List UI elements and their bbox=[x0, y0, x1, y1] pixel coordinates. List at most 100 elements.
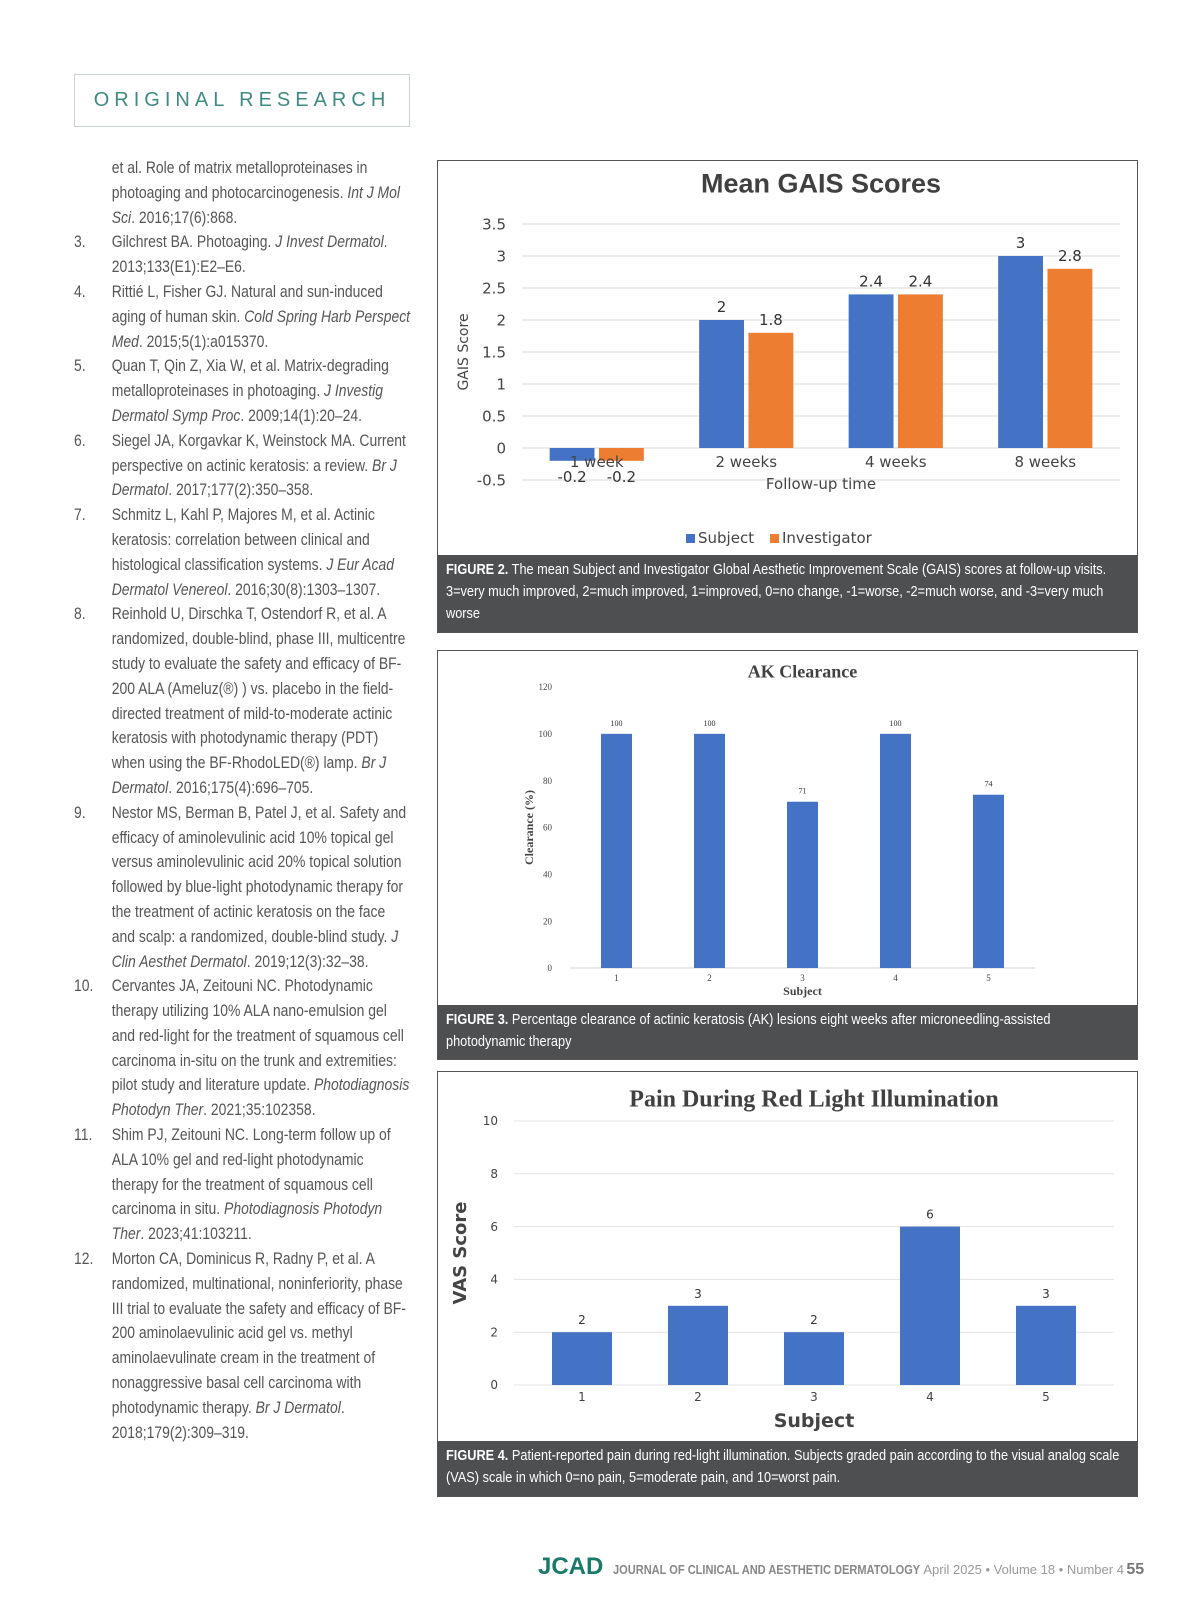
journal-logo: JCAD bbox=[538, 1553, 604, 1580]
journal-title: J Eur Acad Dermatol Venereol bbox=[111, 554, 395, 599]
reference-text: Quan T, Qin Z, Xia W, et al. Matrix-degr… bbox=[112, 354, 410, 428]
reference-item: et al. Role of matrix metalloproteinases… bbox=[74, 156, 410, 230]
data-label: 2 bbox=[810, 1313, 818, 1327]
y-tick-label: 2.5 bbox=[482, 279, 506, 297]
data-label: 1.8 bbox=[759, 311, 783, 329]
y-tick-label: 10 bbox=[483, 1114, 498, 1128]
data-label: 2.4 bbox=[908, 272, 932, 290]
data-label: -0.2 bbox=[607, 468, 636, 486]
x-axis-title: Subject bbox=[774, 1410, 855, 1432]
caption-text: Percentage clearance of actinic keratosi… bbox=[446, 1011, 1051, 1050]
data-label: 74 bbox=[985, 780, 993, 789]
caption-text: The mean Subject and Investigator Global… bbox=[446, 561, 1107, 622]
y-tick-label: 0.5 bbox=[482, 407, 506, 425]
y-tick-label: 6 bbox=[490, 1220, 498, 1234]
bar-subject bbox=[549, 448, 595, 461]
page-footer: JCAD JOURNAL OF CLINICAL AND AESTHETIC D… bbox=[538, 1553, 1144, 1581]
reference-text: Rittié L, Fisher GJ. Natural and sun-ind… bbox=[112, 280, 410, 354]
caption-text: Patient-reported pain during red-light i… bbox=[446, 1447, 1120, 1486]
y-tick-label: 1 bbox=[496, 375, 506, 393]
y-tick-label: 3 bbox=[496, 247, 506, 265]
section-label: ORIGINAL RESEARCH bbox=[74, 74, 410, 127]
y-tick-label: 0 bbox=[490, 1378, 498, 1392]
reference-segment: . 2013;133(E1):E2–E6. bbox=[111, 232, 388, 277]
bar-clearance bbox=[973, 794, 1004, 968]
bar-investigator bbox=[748, 332, 794, 448]
figure-3-caption: FIGURE 3. Percentage clearance of actini… bbox=[438, 1005, 1137, 1059]
reference-item: 9. Nestor MS, Berman B, Patel J, et al. S… bbox=[74, 801, 410, 975]
reference-text: Nestor MS, Berman B, Patel J, et al. Saf… bbox=[112, 801, 410, 975]
data-label: 100 bbox=[704, 719, 716, 728]
journal-title: Photodiagnosis Photodyn Ther bbox=[111, 1075, 410, 1120]
reference-number: 6. bbox=[74, 430, 86, 450]
figure-4: Pain During Red Light Illumination 0 2 4 6 8 1… bbox=[437, 1071, 1138, 1497]
x-tick-label: 4 weeks bbox=[865, 453, 927, 471]
figure-label: FIGURE 3. bbox=[446, 1011, 509, 1028]
reference-segment: Rittié L, Fisher GJ. Natural and sun-ind… bbox=[111, 281, 383, 326]
reference-item: 11. Shim PJ, Zeitouni NC. Long-term follo… bbox=[74, 1123, 410, 1247]
y-axis-title: VAS Score bbox=[450, 1202, 471, 1305]
data-label: 2.8 bbox=[1058, 247, 1082, 265]
y-tick-label: 2 bbox=[490, 1325, 498, 1339]
y-tick-label: 100 bbox=[539, 729, 553, 739]
bar-investigator bbox=[598, 448, 644, 461]
reference-text: Schmitz L, Kahl P, Majores M, et al. Act… bbox=[112, 503, 410, 602]
bar-vas bbox=[784, 1332, 844, 1385]
y-tick-label: 120 bbox=[539, 682, 553, 692]
reference-item: 3. Gilchrest BA. Photoaging. J Invest Der… bbox=[74, 230, 410, 280]
pain-vas-bar-chart: Pain During Red Light Illumination 0 2 4 6 8 1… bbox=[450, 1086, 1114, 1432]
chart-title: Pain During Red Light Illumination bbox=[629, 1086, 998, 1112]
reference-segment: Cervantes JA, Zeitouni NC. Photodynamic … bbox=[111, 976, 404, 1095]
reference-list: et al. Role of matrix metalloproteinases… bbox=[74, 156, 410, 1445]
y-tick-label: 20 bbox=[543, 916, 553, 926]
y-tick-label: 4 bbox=[490, 1273, 498, 1287]
data-label: 100 bbox=[890, 719, 902, 728]
reference-segment: Siegel JA, Korgavkar K, Weinstock MA. Cu… bbox=[111, 430, 406, 475]
reference-number: 7. bbox=[74, 505, 86, 525]
data-label: 6 bbox=[926, 1208, 934, 1222]
reference-text: Cervantes JA, Zeitouni NC. Photodynamic … bbox=[112, 974, 410, 1123]
data-label: 3 bbox=[1042, 1287, 1050, 1301]
data-label: -0.2 bbox=[557, 468, 586, 486]
figure-2: Mean GAIS Scores -0.5 0 0.5 1 1.5 2 2.5 3 3.5 -0.2… bbox=[437, 160, 1138, 633]
data-label: 3 bbox=[694, 1287, 702, 1301]
reference-segment: . 2018;179(2):309–319. bbox=[111, 1397, 345, 1442]
journal-name: JOURNAL OF CLINICAL AND AESTHETIC DERMAT… bbox=[613, 1562, 921, 1577]
bar-clearance bbox=[601, 733, 632, 968]
journal-title: J Invest Dermatol bbox=[275, 232, 384, 252]
chart-title: Mean GAIS Scores bbox=[701, 168, 941, 198]
reference-number: 4. bbox=[74, 281, 86, 301]
y-tick-label: 40 bbox=[543, 869, 553, 879]
data-label: 71 bbox=[799, 787, 807, 796]
bar-subject bbox=[998, 256, 1044, 448]
reference-segment: . 2019;12(3):32–38. bbox=[246, 951, 369, 971]
reference-segment: . 2016;175(4):696–705. bbox=[168, 777, 314, 797]
x-axis-title: Follow-up time bbox=[766, 475, 876, 493]
journal-title: Br J Dermatol bbox=[111, 455, 397, 500]
legend-swatch bbox=[770, 534, 779, 543]
reference-number: 8. bbox=[74, 604, 86, 624]
journal-title: Int J Mol Sci bbox=[111, 182, 401, 227]
y-axis-title: GAIS Score bbox=[456, 313, 472, 390]
reference-segment: . 2016;17(6):868. bbox=[131, 207, 238, 227]
bar-vas bbox=[1016, 1305, 1076, 1385]
y-tick-label: 60 bbox=[543, 823, 553, 833]
data-label: 100 bbox=[611, 719, 623, 728]
x-tick-label: 1 week bbox=[570, 453, 624, 471]
bar-investigator bbox=[897, 294, 943, 448]
x-tick-label: 4 bbox=[926, 1390, 934, 1404]
bar-subject bbox=[699, 320, 745, 448]
reference-text: Siegel JA, Korgavkar K, Weinstock MA. Cu… bbox=[112, 429, 410, 503]
figure-label: FIGURE 2. bbox=[446, 561, 509, 578]
y-axis-title: Clearance (%) bbox=[522, 790, 536, 865]
journal-title: J Investig Dermatol Symp Proc bbox=[111, 381, 383, 425]
reference-item: 5. Quan T, Qin Z, Xia W, et al. Matrix-de… bbox=[74, 354, 410, 428]
reference-segment: . 2017;177(2):350–358. bbox=[168, 480, 314, 500]
x-tick-label: 1 bbox=[578, 1390, 586, 1404]
reference-number bbox=[74, 156, 112, 230]
data-label: 2.4 bbox=[859, 272, 883, 290]
y-tick-label: 3.5 bbox=[482, 215, 506, 233]
reference-segment: Reinhold U, Dirschka T, Ostendorf R, et … bbox=[111, 604, 406, 773]
y-tick-label: 0 bbox=[548, 963, 553, 973]
legend-label: Subject bbox=[698, 529, 754, 547]
